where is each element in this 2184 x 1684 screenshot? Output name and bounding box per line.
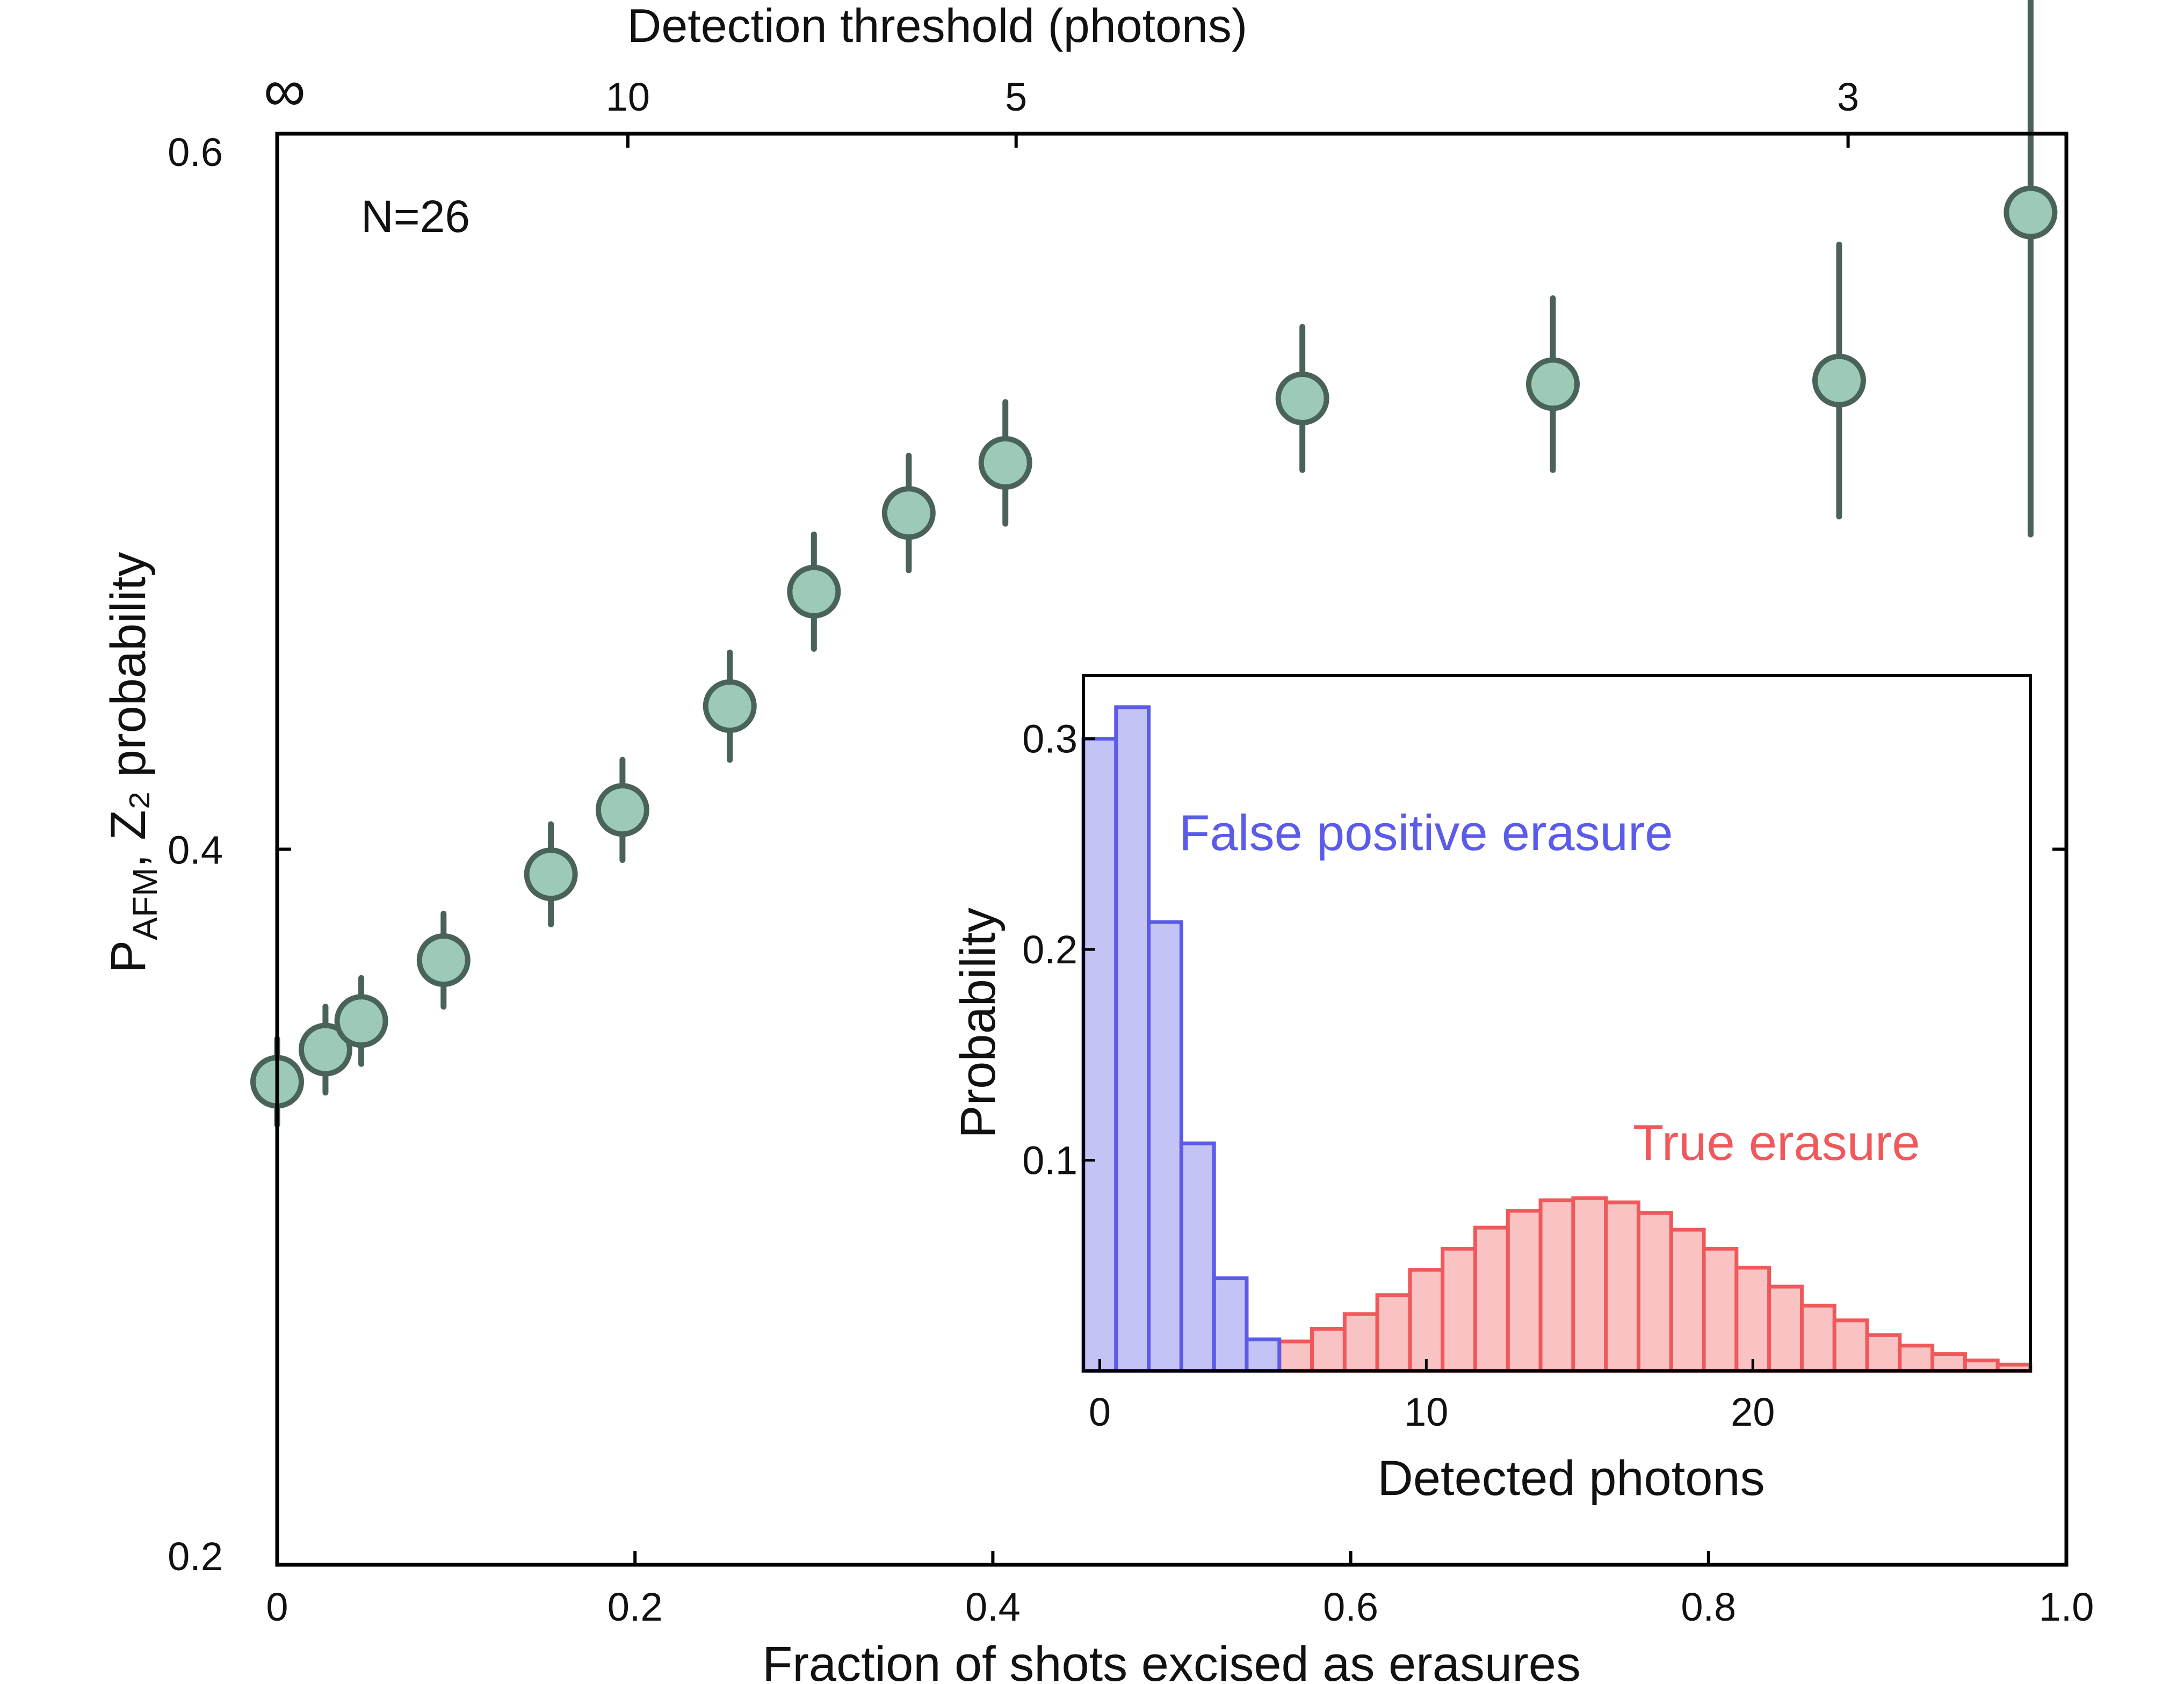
bar-true-erasure: [1441, 1246, 1478, 1373]
bar-true-erasure: [1473, 1225, 1510, 1373]
inset-x-axis-title: Detected photons: [1377, 1451, 1764, 1506]
inset-x-tick-label: 20: [1731, 1390, 1775, 1434]
bar-true-erasure: [1538, 1198, 1575, 1373]
data-point: [2004, 185, 2058, 239]
data-point: [416, 933, 471, 988]
x-axis-title: Fraction of shots excised as erasures: [762, 1637, 1581, 1684]
data-points: [250, 0, 2058, 1128]
bar-true-erasure: [1865, 1333, 1902, 1373]
data-point: [524, 847, 578, 902]
data-point: [298, 1022, 352, 1077]
annotation-n: N=26: [361, 191, 470, 242]
main-plot: Detection threshold (photons) ∞ 10 5 3 0 0.2…: [101, 0, 2094, 1684]
bar-false-positive: [1081, 737, 1118, 1373]
bar-true-erasure: [1799, 1303, 1836, 1373]
data-point: [1526, 357, 1580, 411]
y-axis-ticks: 0.2 0.4 0.6: [168, 130, 2066, 1579]
legend-false-positive: False positive erasure: [1179, 804, 1673, 861]
y-axis-title-main: P: [101, 940, 156, 973]
inset-x-tick-label: 10: [1404, 1390, 1448, 1434]
bar-true-erasure: [1571, 1196, 1608, 1373]
bar-false-positive: [1179, 1141, 1216, 1373]
bar-true-erasure: [1636, 1211, 1673, 1373]
bar-true-erasure: [1342, 1312, 1379, 1373]
inset-y-axis-ticks: 0.1 0.2 0.3: [1022, 717, 1095, 1183]
inset-x-tick-label: 0: [1089, 1390, 1111, 1434]
y-tick-label: 0.6: [168, 130, 223, 175]
inset-y-tick-label: 0.1: [1022, 1138, 1077, 1183]
data-point: [703, 679, 757, 733]
bar-true-erasure: [1277, 1339, 1314, 1373]
bar-true-erasure: [1930, 1352, 1967, 1373]
data-point: [787, 564, 841, 619]
bar-false-positive: [1245, 1337, 1282, 1373]
bar-false-positive: [1212, 1276, 1249, 1373]
bar-true-erasure: [1669, 1228, 1706, 1373]
bar-true-erasure: [1506, 1209, 1543, 1373]
bar-true-erasure: [1767, 1284, 1804, 1373]
data-point: [334, 994, 388, 1048]
x-tick-label: 0.6: [1323, 1585, 1378, 1629]
top-tick-label: 10: [606, 75, 650, 119]
y-axis-title: PAFM, Z₂ probability: [101, 552, 164, 973]
main-plot-frame: [275, 132, 2069, 1567]
bar-true-erasure: [1408, 1268, 1445, 1373]
bar-true-erasure: [1832, 1318, 1869, 1373]
x-tick-label: 0: [266, 1585, 288, 1629]
y-axis-title-rest: , Z₂ probability: [101, 552, 156, 868]
x-tick-label: 0.4: [965, 1585, 1021, 1629]
data-point: [978, 435, 1032, 490]
y-axis-title-sub: AFM: [126, 868, 164, 940]
top-tick-label: 5: [1005, 75, 1027, 119]
bar-false-positive: [1147, 920, 1183, 1373]
inset-plot: 0 10 20 0.1 0.2 0.3 False positive erasure T…: [951, 674, 2033, 1506]
x-tick-label: 0.8: [1681, 1585, 1736, 1629]
data-point: [1812, 353, 1866, 408]
inset-x-axis-ticks: 0 10 20: [1089, 1359, 1775, 1434]
bar-true-erasure: [1375, 1293, 1412, 1373]
inset-y-tick-label: 0.3: [1022, 717, 1077, 761]
inset-y-tick-label: 0.2: [1022, 927, 1077, 972]
x-axis-ticks: 0 0.2 0.4 0.6 0.8 1.0: [266, 1551, 2094, 1629]
data-point: [1275, 372, 1329, 426]
legend-true-erasure: True erasure: [1633, 1114, 1920, 1171]
top-tick-label: ∞: [264, 57, 306, 124]
bar-true-erasure: [1734, 1266, 1771, 1373]
bar-true-erasure: [1604, 1200, 1640, 1373]
svg-text:PAFM, Z₂ probability: PAFM, Z₂ probability: [101, 552, 164, 973]
bar-true-erasure: [1898, 1344, 1935, 1373]
inset-plot-frame: [1082, 674, 2032, 1373]
top-axis-ticks: ∞ 10 5 3: [264, 57, 1859, 148]
bar-false-positive: [1114, 705, 1151, 1373]
data-point: [881, 486, 936, 540]
inset-y-axis-title: Probability: [951, 908, 1006, 1138]
x-tick-label: 0.2: [608, 1585, 663, 1629]
x-tick-label: 1.0: [2039, 1585, 2094, 1629]
bar-true-erasure: [1702, 1246, 1739, 1373]
bar-true-erasure: [1310, 1327, 1347, 1373]
y-tick-label: 0.2: [168, 1534, 223, 1579]
top-tick-label: 3: [1837, 75, 1859, 119]
data-point: [595, 783, 649, 837]
top-axis-title: Detection threshold (photons): [627, 0, 1247, 52]
y-tick-label: 0.4: [168, 828, 223, 873]
